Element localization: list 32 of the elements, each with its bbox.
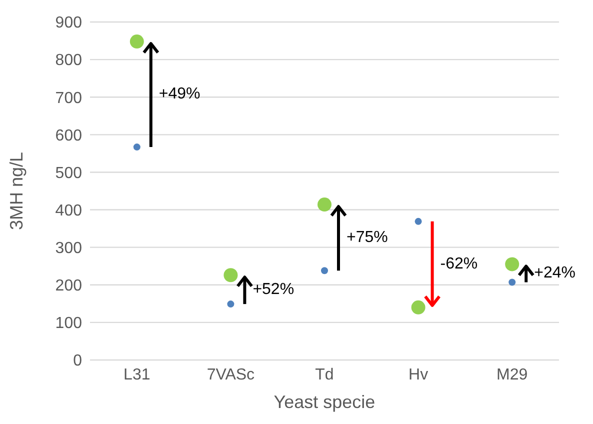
x-tick-label: M29	[496, 366, 528, 384]
y-tick-label: 700	[55, 90, 82, 107]
y-tick-label: 100	[55, 315, 82, 332]
point	[227, 300, 234, 308]
y-axis-title: 3MH ng/L	[6, 152, 26, 230]
y-tick-label: 600	[55, 127, 82, 144]
annotation: +52%	[252, 280, 294, 298]
point	[318, 198, 332, 212]
y-tick-label: 500	[55, 164, 82, 182]
y-tick-label: 0	[73, 352, 82, 370]
point	[505, 257, 520, 272]
x-tick-label: Hv	[408, 366, 428, 384]
y-tick-label: 800	[55, 52, 82, 70]
point	[411, 300, 426, 314]
point	[414, 218, 422, 225]
y-tick-label: 300	[55, 240, 82, 258]
x-axis-title: Yeast specie	[274, 392, 376, 412]
y-tick-label: 400	[55, 202, 82, 220]
x-tick-label: L31	[124, 366, 150, 384]
y-tick-label: 200	[55, 278, 82, 295]
annotation: +49%	[158, 86, 200, 103]
annotation: +75%	[346, 228, 388, 246]
x-tick-label: Td	[315, 366, 334, 384]
point	[508, 278, 516, 286]
point	[133, 144, 140, 151]
annotation: -62%	[440, 256, 478, 273]
y-tick-label: 900	[55, 14, 82, 32]
point	[130, 34, 144, 49]
point	[224, 268, 238, 282]
annotation: +24%	[534, 264, 576, 282]
point	[321, 267, 328, 274]
x-tick-label: 7VASc	[206, 366, 255, 384]
